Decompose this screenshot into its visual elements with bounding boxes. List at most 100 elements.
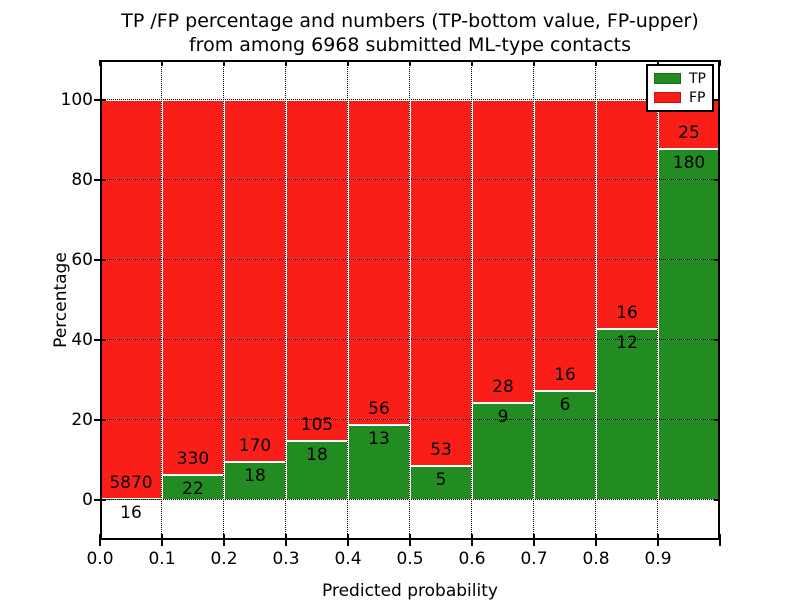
tp-count-label: 180 xyxy=(672,152,706,173)
x-gridline xyxy=(409,60,411,540)
y-tick-label: 0 xyxy=(82,490,93,510)
x-gridline xyxy=(161,60,163,540)
x-gridline xyxy=(347,60,349,540)
y-tick-right xyxy=(714,339,720,341)
x-gridline xyxy=(285,60,287,540)
chart-title-line2: from among 6968 submitted ML-type contac… xyxy=(188,34,632,56)
x-gridline xyxy=(471,60,473,540)
x-tick xyxy=(657,534,659,546)
chart-title: TP /FP percentage and numbers (TP-bottom… xyxy=(100,9,720,57)
x-tick-top xyxy=(595,60,597,66)
x-tick-top xyxy=(657,60,659,66)
y-tick-label: 60 xyxy=(71,250,93,270)
x-tick-label: 0.7 xyxy=(520,549,548,569)
fp-count-label: 53 xyxy=(430,439,452,460)
fp-count-label: 330 xyxy=(176,449,210,469)
fp-bar-segment xyxy=(286,100,348,442)
fp-count-label: 56 xyxy=(368,398,390,419)
legend-entry-fp: FP xyxy=(654,91,706,105)
y-tick-right xyxy=(714,179,720,181)
plot-area: 5870 16 330 22 170 18 105 18 56 13 53 5 28 9 16 6 16 12 25… xyxy=(100,60,720,540)
legend-swatch-fp xyxy=(654,92,681,103)
y-tick-label: 100 xyxy=(60,90,93,110)
x-gridline xyxy=(533,60,535,540)
tp-count-label: 12 xyxy=(616,332,638,353)
tp-count-label: 13 xyxy=(368,428,390,449)
chart-title-line1: TP /FP percentage and numbers (TP-bottom… xyxy=(121,10,699,32)
tp-count-label: 9 xyxy=(497,406,509,427)
fp-count-label: 105 xyxy=(300,415,334,436)
legend-label-tp: TP xyxy=(689,70,706,87)
y-tick-label: 40 xyxy=(71,330,93,350)
fp-bar-segment xyxy=(410,100,472,466)
fp-count-label: 25 xyxy=(678,122,700,143)
x-tick xyxy=(533,534,535,546)
fp-count-label: 5870 xyxy=(109,472,153,493)
x-tick-top xyxy=(161,60,163,66)
legend: TP FP xyxy=(646,64,714,112)
x-tick xyxy=(99,534,101,546)
tp-count-label: 6 xyxy=(559,394,571,415)
fp-bar-segment xyxy=(348,100,410,425)
fp-count-label: 16 xyxy=(554,364,576,385)
fp-bar-segment xyxy=(596,100,658,329)
legend-label-fp: FP xyxy=(689,89,706,106)
y-tick xyxy=(94,259,106,261)
x-tick-top xyxy=(471,60,473,66)
y-tick xyxy=(94,179,106,181)
tp-count-label: 16 xyxy=(120,502,142,523)
x-tick xyxy=(471,534,473,546)
tp-count-label: 22 xyxy=(182,479,204,499)
tp-bar-segment xyxy=(658,148,720,500)
x-gridline xyxy=(595,60,597,540)
x-tick-label: 0.3 xyxy=(272,549,300,569)
tp-count-label: 18 xyxy=(244,465,266,486)
y-tick xyxy=(94,499,106,501)
tp-bar-segment xyxy=(162,475,224,500)
fp-count-label: 28 xyxy=(492,376,514,397)
x-tick-top xyxy=(533,60,535,66)
tp-count-label: 18 xyxy=(306,445,328,466)
tp-bar-segment xyxy=(596,328,658,500)
y-axis-label: Percentage xyxy=(51,252,71,348)
fp-bar-segment xyxy=(224,100,286,462)
legend-swatch-tp xyxy=(654,73,681,84)
x-tick xyxy=(161,534,163,546)
y-tick xyxy=(94,99,106,101)
x-tick-label: 0.5 xyxy=(396,549,424,569)
fp-bar-segment xyxy=(472,100,534,403)
x-tick xyxy=(719,534,721,546)
y-tick xyxy=(94,339,106,341)
y-tick xyxy=(94,419,106,421)
x-tick xyxy=(285,534,287,546)
x-tick-label: 0.1 xyxy=(148,549,176,569)
axis-spine-right xyxy=(718,60,720,540)
y-tick-right xyxy=(714,419,720,421)
x-gridline xyxy=(223,60,225,540)
y-tick-right xyxy=(714,499,720,501)
legend-entry-tp: TP xyxy=(654,72,706,86)
fp-bar-segment xyxy=(100,100,162,499)
x-tick-label: 0.6 xyxy=(458,549,486,569)
fp-count-label: 16 xyxy=(616,302,638,323)
fp-count-label: 170 xyxy=(238,435,272,456)
x-tick-top xyxy=(409,60,411,66)
x-tick xyxy=(409,534,411,546)
axis-spine-left xyxy=(100,60,102,540)
x-tick-top xyxy=(347,60,349,66)
y-tick-right xyxy=(714,259,720,261)
x-tick-label: 0.9 xyxy=(644,549,672,569)
y-tick-right xyxy=(714,99,720,101)
x-tick xyxy=(347,534,349,546)
y-tick-label: 20 xyxy=(71,410,93,430)
x-axis-label: Predicted probability xyxy=(322,581,498,600)
x-tick xyxy=(595,534,597,546)
x-tick-top xyxy=(223,60,225,66)
y-tick-label: 80 xyxy=(71,170,93,190)
x-tick-label: 0.2 xyxy=(210,549,238,569)
x-tick-top xyxy=(285,60,287,66)
fp-bar-segment xyxy=(534,100,596,391)
x-tick xyxy=(223,534,225,546)
x-tick-label: 0.0 xyxy=(86,549,114,569)
